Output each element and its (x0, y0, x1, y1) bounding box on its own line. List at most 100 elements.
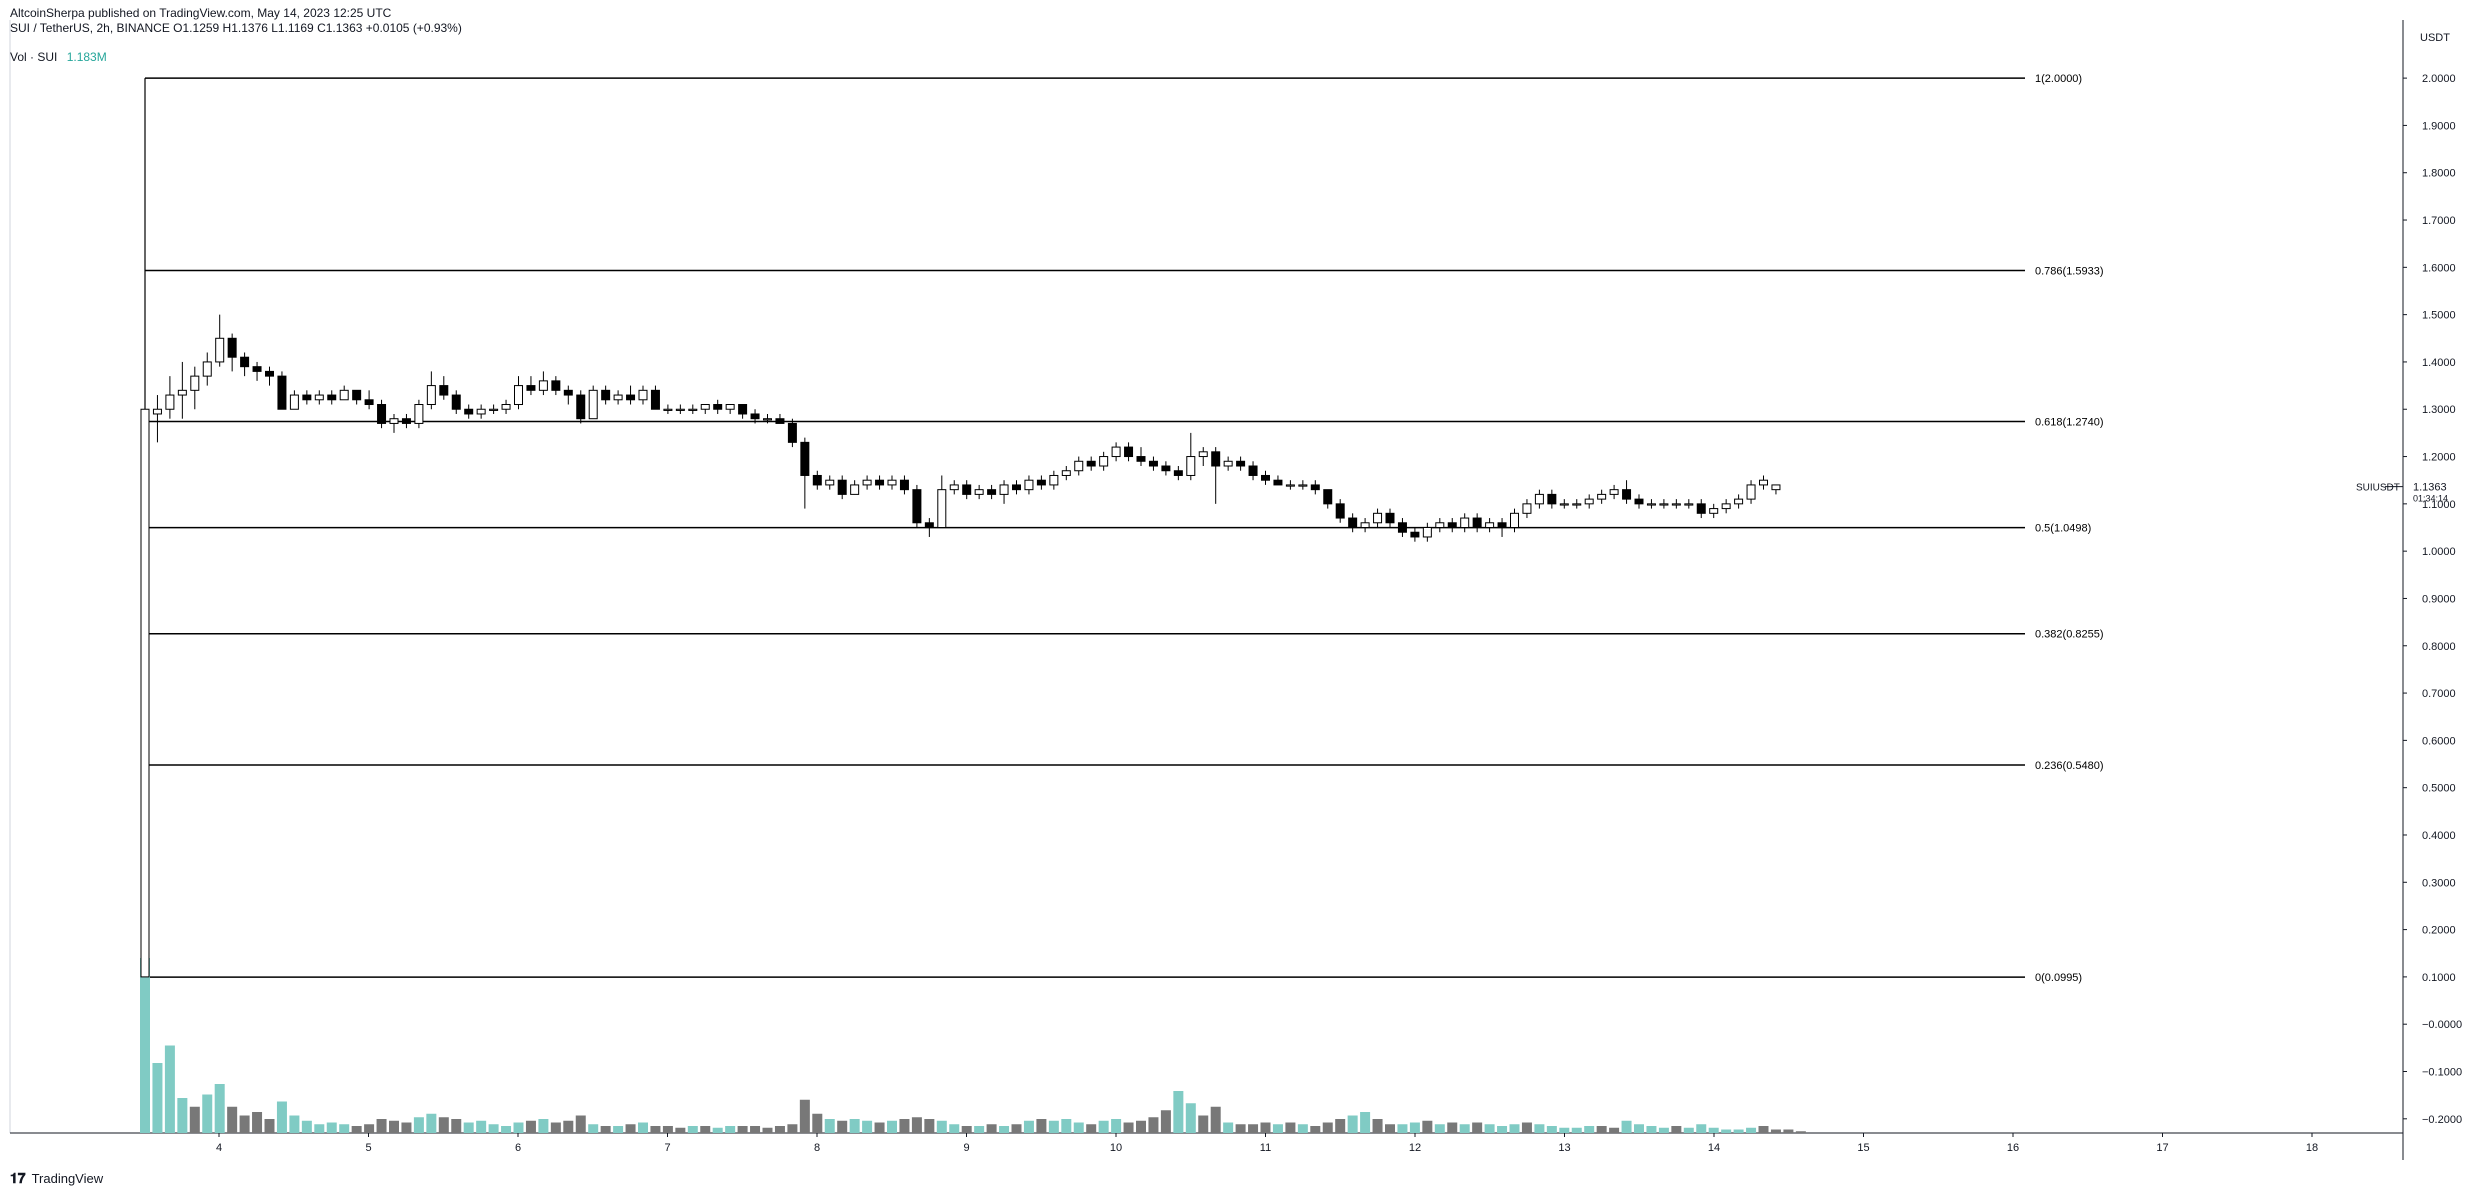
volume-bar (376, 1119, 387, 1133)
volume-bar (1746, 1127, 1757, 1133)
volume-bar (650, 1126, 661, 1133)
volume-bar (762, 1127, 773, 1133)
time-tick-label: 4 (216, 1142, 222, 1154)
candle-body (725, 404, 735, 410)
volume-bar (239, 1115, 250, 1133)
candle-body (1410, 531, 1420, 538)
candle (352, 389, 362, 405)
candle-body (1348, 517, 1358, 529)
candle (215, 314, 225, 367)
candle-body (750, 413, 760, 420)
candle-body (1485, 522, 1495, 529)
time-tick-label: 9 (963, 1142, 969, 1154)
candle (1622, 480, 1632, 504)
candle-body (215, 337, 225, 363)
volume-bar (214, 1084, 225, 1133)
candle (551, 376, 561, 396)
volume-bar (1509, 1124, 1520, 1133)
candle (1547, 489, 1557, 509)
price-tick-label: 1.6000 (2422, 262, 2456, 274)
volume-bar (1011, 1124, 1022, 1133)
price-tick-label: 0.2000 (2422, 925, 2456, 937)
candle (1435, 518, 1445, 533)
tradingview-branding[interactable]: 𝟏𝟕 TradingView (10, 1170, 103, 1187)
volume-bar (1136, 1120, 1146, 1133)
volume-bar (1347, 1115, 1358, 1133)
candle-body (713, 404, 723, 410)
fibonacci-retracement[interactable]: 1(2.0000) 0.786(1.5933) 0.618(1.2740) 0.5(1… (144, 73, 2104, 984)
volume-bar (563, 1120, 574, 1133)
candle (1323, 489, 1333, 509)
volume-bar (364, 1124, 375, 1133)
candle (165, 376, 175, 419)
price-tick-label: 0.4000 (2422, 830, 2456, 842)
candle (1024, 475, 1034, 495)
volume-legend[interactable]: Vol · SUI 1.183M (10, 50, 107, 64)
candle-body (862, 479, 872, 486)
candle-body (825, 479, 835, 486)
candle (152, 395, 162, 443)
price-axis[interactable]: 2.0000 1.9000 1.8000 1.7000 1.6000 1.5000 1.40… (2403, 73, 2462, 1126)
candle (1746, 480, 1756, 504)
candle-body (1684, 503, 1694, 506)
candle (924, 518, 934, 537)
volume-bar (737, 1126, 748, 1133)
candle-body (974, 489, 984, 495)
candle-body (887, 479, 897, 486)
candle-body (240, 356, 250, 368)
candle (501, 399, 511, 414)
candle-body (1061, 470, 1071, 476)
volume-bar (1223, 1122, 1234, 1133)
candle (962, 480, 972, 500)
volume-bar (1235, 1124, 1246, 1133)
time-tick-label: 8 (814, 1142, 820, 1154)
candle (389, 413, 399, 433)
candle-body (1659, 503, 1669, 506)
candle (240, 352, 250, 377)
volume-bar (1173, 1091, 1184, 1133)
volume-bar (675, 1127, 686, 1133)
candle (1373, 508, 1383, 528)
candle (1074, 456, 1084, 476)
candle-body (1273, 479, 1283, 486)
volume-bar (1123, 1122, 1134, 1133)
volume-bar (488, 1124, 499, 1133)
price-tick-label: 1.9000 (2422, 120, 2456, 132)
price-tick-label: 0.3000 (2422, 877, 2456, 889)
volume-bar (289, 1115, 300, 1133)
volume-bar (276, 1101, 287, 1133)
candle-body (688, 408, 698, 411)
time-axis[interactable]: 4 5 6 7 8 9 10 11 12 13 14 15 16 17 18 (216, 1133, 2318, 1154)
candle (1261, 470, 1270, 485)
candle-body (1186, 456, 1196, 476)
candle-body (924, 522, 934, 529)
candle-body (601, 389, 611, 401)
candle-body (1646, 503, 1656, 506)
candle-body (289, 394, 299, 410)
candle-body (1161, 465, 1171, 472)
volume-bar (613, 1126, 624, 1133)
volume-bar (986, 1124, 997, 1133)
candle (314, 390, 324, 405)
candle (414, 399, 424, 429)
volume-bar (1185, 1103, 1196, 1133)
volume-bar (438, 1117, 449, 1133)
volume-bar (1322, 1122, 1333, 1133)
candle-body (1198, 451, 1208, 458)
candle (177, 361, 187, 419)
symbol-legend[interactable]: SUI / TetherUS, 2h, BINANCE O1.1259 H1.1… (10, 21, 462, 35)
candle (987, 484, 997, 500)
candle (725, 404, 735, 414)
candle-body (1099, 456, 1109, 467)
price-axis-unit: USDT (2420, 32, 2450, 44)
volume-bar (911, 1117, 922, 1133)
volume-bar (1696, 1124, 1707, 1133)
candle-body (1746, 484, 1756, 500)
volume-bar (1023, 1120, 1034, 1133)
candle-body (1522, 503, 1532, 514)
candle-body (949, 484, 959, 491)
candle-body (1323, 489, 1333, 505)
candle-body (1236, 460, 1246, 467)
volume-bar (887, 1120, 897, 1133)
